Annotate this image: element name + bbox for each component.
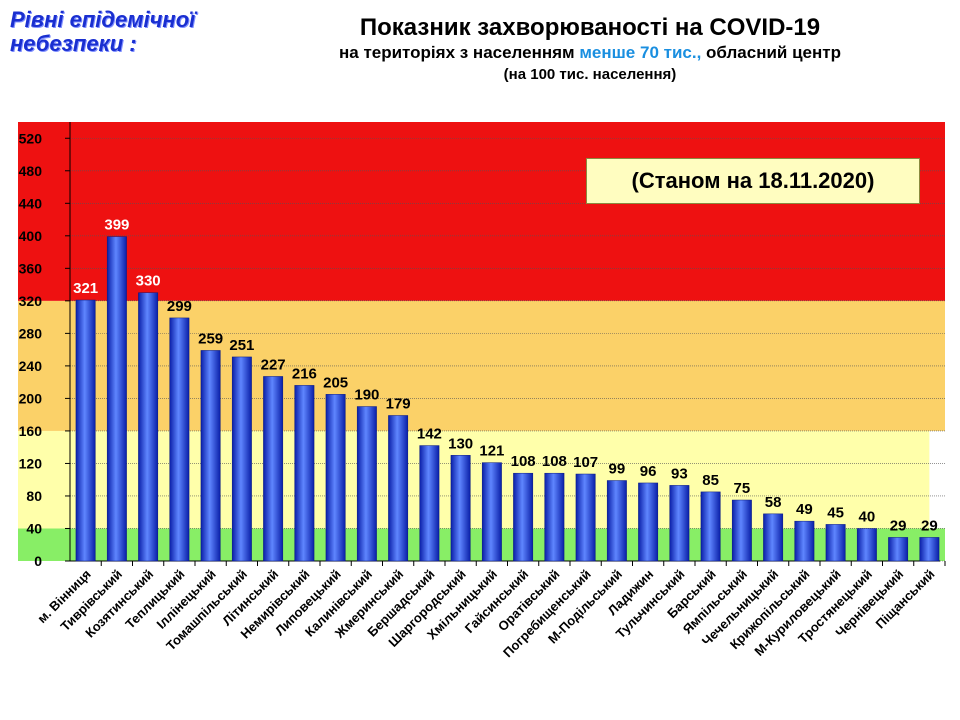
value-label: 40: [859, 508, 876, 525]
value-label: 75: [734, 480, 751, 497]
chart-title: Показник захворюваності на COVID-19: [359, 14, 821, 41]
bar: [388, 415, 409, 562]
bar: [513, 472, 534, 562]
bar: [856, 528, 877, 562]
bar: [481, 462, 502, 562]
bar: [606, 480, 627, 562]
danger-levels-line2: небезпеки :: [10, 31, 137, 56]
y-tick-label: 480: [19, 163, 43, 179]
bar: [200, 350, 221, 562]
value-label: 142: [417, 426, 442, 443]
bar: [356, 406, 377, 562]
value-label: 216: [292, 365, 317, 382]
bar: [794, 520, 815, 562]
value-label: 93: [671, 465, 688, 482]
value-label: 259: [198, 330, 223, 347]
y-tick-label: 520: [19, 130, 43, 146]
y-tick-label: 440: [19, 195, 43, 211]
y-tick-label: 240: [19, 358, 43, 374]
y-tick-label: 0: [34, 553, 42, 569]
y-tick-label: 280: [19, 325, 43, 341]
bars: [75, 236, 940, 562]
value-labels: 321 399 330 299 259 251 227 216 205 190 179 142 130 1…: [73, 217, 938, 535]
bar: [763, 513, 784, 562]
subtitle-post: обласний центр: [701, 43, 841, 62]
value-label: 190: [354, 387, 379, 404]
subtitle-pre: на територіях з населенням: [339, 43, 580, 62]
chart-title-block: Показник захворюваності на COVID-19 на т…: [230, 14, 950, 86]
danger-levels-label: Рівні епідемічної небезпеки :: [10, 8, 195, 56]
value-label: 99: [609, 461, 626, 478]
value-label: 29: [921, 517, 938, 534]
bar: [450, 455, 471, 562]
bar: [325, 394, 346, 562]
bar: [169, 317, 190, 562]
y-tick-label: 120: [19, 455, 43, 471]
y-tick-label: 40: [26, 520, 42, 536]
value-label: 205: [323, 374, 348, 391]
value-label: 108: [542, 453, 567, 470]
zone-band-3: [18, 122, 945, 301]
bar: [669, 485, 690, 562]
value-label: 96: [640, 463, 657, 480]
bar: [731, 499, 752, 562]
value-label: 85: [702, 472, 719, 489]
value-label: 399: [104, 217, 129, 234]
bar: [919, 537, 940, 562]
bar: [263, 376, 284, 562]
value-label: 179: [386, 395, 411, 412]
bar: [75, 299, 96, 562]
date-box: (Станом на 18.11.2020): [586, 158, 920, 204]
y-tick-label: 360: [19, 260, 43, 276]
value-label: 299: [167, 298, 192, 315]
value-label: 227: [261, 356, 286, 373]
y-tick-label: 160: [19, 423, 43, 439]
danger-levels-line1: Рівні епідемічної: [10, 7, 196, 32]
value-label: 130: [448, 435, 473, 452]
date-label: (Станом на 18.11.2020): [631, 168, 875, 193]
bar: [231, 356, 252, 562]
y-tick-label: 200: [19, 390, 43, 406]
bar: [638, 482, 659, 562]
chart-subtitle: на територіях з населенням менше 70 тис.…: [230, 42, 950, 64]
value-label: 251: [229, 337, 254, 354]
y-tick-label: 400: [19, 228, 43, 244]
value-label: 108: [511, 453, 536, 470]
bar: [106, 236, 127, 562]
y-tick-label: 80: [26, 488, 42, 504]
value-label: 321: [73, 280, 98, 297]
value-label: 121: [479, 443, 504, 460]
bar: [419, 445, 440, 562]
bar: [575, 473, 596, 562]
value-label: 107: [573, 454, 598, 471]
value-label: 58: [765, 494, 782, 511]
bar: [825, 524, 846, 562]
value-label: 49: [796, 501, 813, 518]
y-tick-label: 320: [19, 293, 43, 309]
chart-unit-note: (на 100 тис. населення): [503, 66, 677, 83]
bar: [138, 292, 159, 562]
bar: [888, 537, 909, 562]
value-label: 330: [136, 273, 161, 290]
subtitle-accent: менше 70 тис.,: [579, 43, 702, 62]
bar: [294, 385, 315, 562]
value-label: 45: [827, 504, 844, 521]
bar: [544, 472, 565, 562]
value-label: 29: [890, 517, 907, 534]
bar: [700, 491, 721, 562]
category-labels: м. ВінницяТиврівськийКозятинськийТеплиць…: [34, 567, 937, 661]
